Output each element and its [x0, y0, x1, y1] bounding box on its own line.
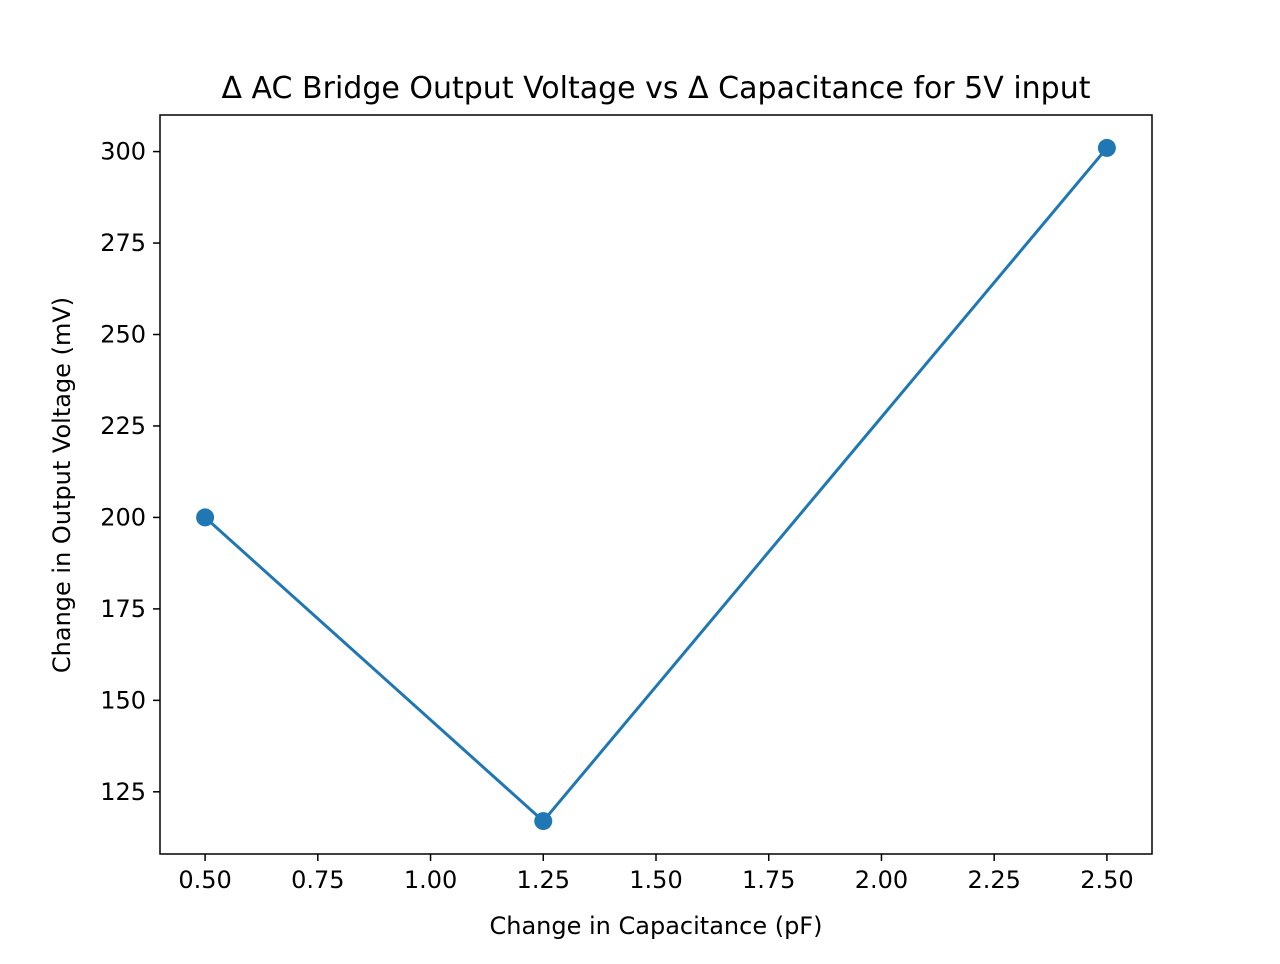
x-tick-label: 2.25: [967, 866, 1020, 894]
x-tick-label: 1.00: [404, 866, 457, 894]
x-tick-label: 0.50: [178, 866, 231, 894]
y-tick-label: 300: [100, 138, 146, 166]
chart-title: Δ AC Bridge Output Voltage vs Δ Capacita…: [222, 71, 1091, 106]
x-tick-label: 2.00: [855, 866, 908, 894]
plot-area: [196, 138, 1116, 831]
x-tick-label: 0.75: [291, 866, 344, 894]
x-axis-label: Change in Capacitance (pF): [490, 912, 823, 940]
data-point-marker: [196, 508, 215, 527]
y-tick-label: 225: [100, 412, 146, 440]
x-tick-label: 2.50: [1080, 866, 1133, 894]
y-tick-label: 275: [100, 229, 146, 257]
y-tick-label: 250: [100, 321, 146, 349]
x-tick-label: 1.50: [629, 866, 682, 894]
data-point-marker: [1097, 138, 1116, 157]
x-axis-ticks: 0.50 0.75 1.00 1.25 1.50 1.75 2.00 2.25 2.50: [178, 854, 1134, 894]
data-point-marker: [534, 812, 553, 831]
axes-frame: [159, 114, 1153, 855]
x-tick-label: 1.25: [517, 866, 570, 894]
y-tick-label: 125: [100, 778, 146, 806]
y-axis-ticks: 125 150 175 200 225 250 275 300: [100, 138, 160, 806]
y-tick-label: 175: [100, 595, 146, 623]
y-axis-label: Change in Output Voltage (mV): [48, 297, 76, 673]
y-tick-label: 150: [100, 686, 146, 714]
x-tick-label: 1.75: [742, 866, 795, 894]
y-tick-label: 200: [100, 503, 146, 531]
